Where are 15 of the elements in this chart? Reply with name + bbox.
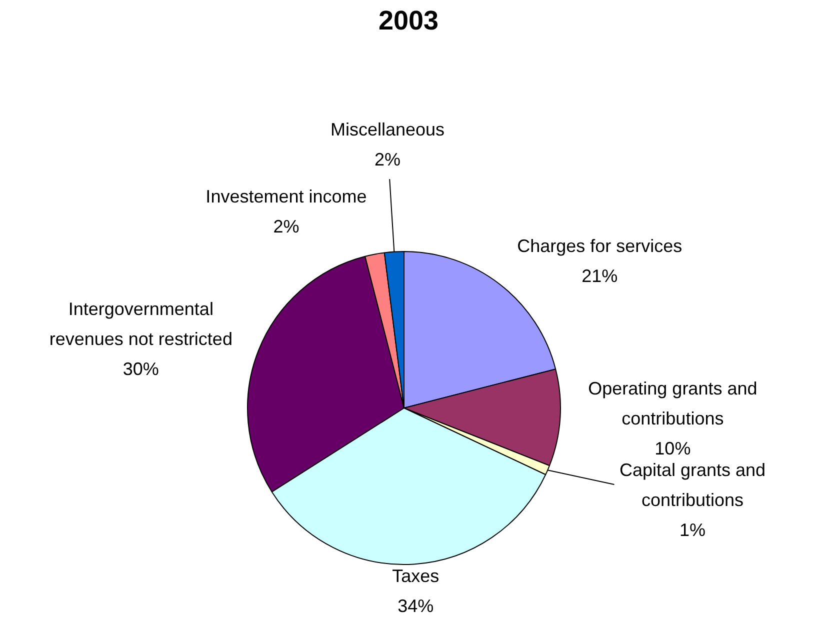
slice-label: Investement income: [206, 186, 367, 207]
data-label: 21%: [582, 266, 618, 286]
data-label: 2%: [273, 216, 300, 237]
data-label: 30%: [122, 359, 159, 380]
slice-label: Operating grants and contributions: [588, 378, 758, 429]
data-label: 34%: [398, 596, 434, 616]
slice-label: Miscellaneous: [330, 120, 445, 140]
data-label: 2%: [374, 150, 400, 170]
data-label: 1%: [679, 520, 706, 540]
slice-label: Charges for services: [517, 236, 682, 256]
slice-label: Intergovernmental revenues not restricted: [49, 299, 232, 350]
slice-label: Taxes: [392, 566, 440, 586]
data-label: 10%: [654, 438, 691, 459]
slice-label: Capital grants and contributions: [619, 460, 766, 510]
chart-title: 2003: [378, 5, 439, 36]
